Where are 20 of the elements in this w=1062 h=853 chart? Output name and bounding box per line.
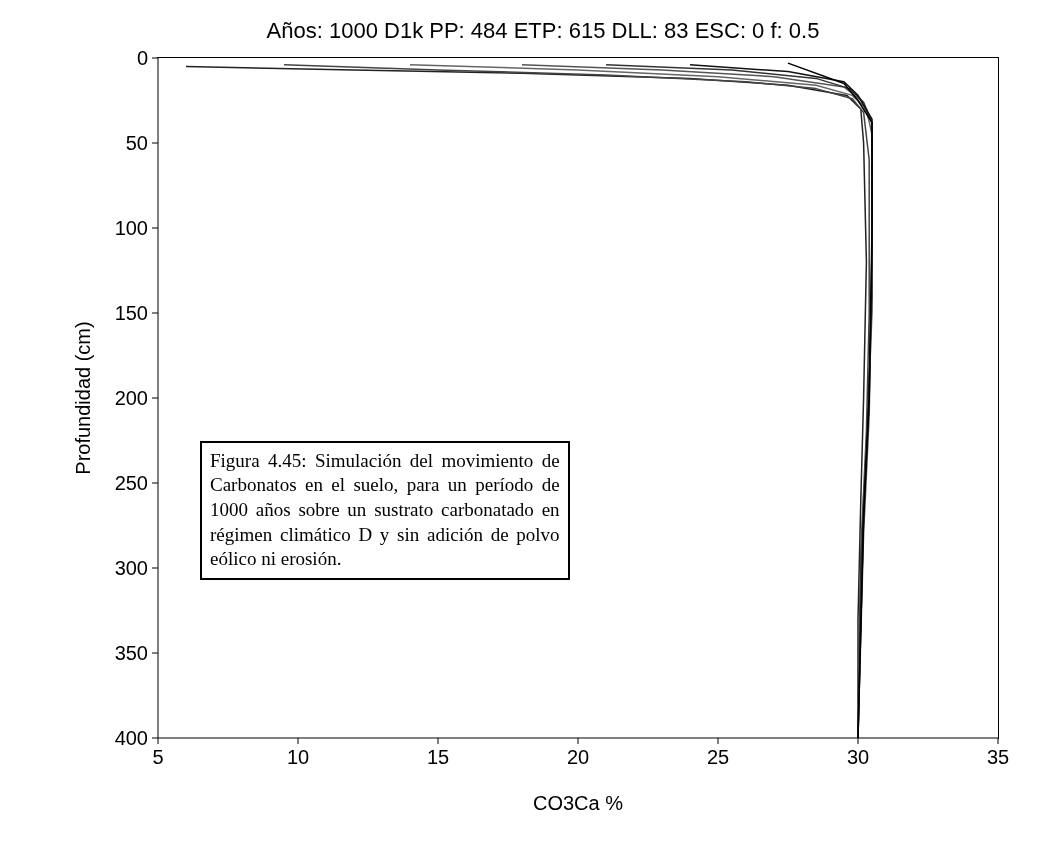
x-tick-label: 5	[152, 746, 164, 769]
x-tick-label: 15	[426, 746, 450, 769]
x-tick-label: 35	[986, 746, 1010, 769]
y-tick-label: 350	[114, 642, 148, 665]
y-tick-label: 400	[114, 727, 148, 750]
chart-title: Años: 1000 D1k PP: 484 ETP: 615 DLL: 83 ESC: 0 f: 0.5	[265, 18, 821, 44]
x-tick-label: 30	[846, 746, 870, 769]
annotation: Figura 4.45: Simulación del movimiento de Carbonatos en el suelo, para un período de 1000 años sobre un sustrato carbonatado en régimen climático D y sin adición de polvo eólico ni erosión.	[210, 448, 560, 572]
y-tick-label: 300	[114, 557, 148, 580]
y-tick-label: 200	[114, 387, 148, 410]
x-tick-label: 25	[706, 746, 730, 769]
x-tick-label: 20	[566, 746, 590, 769]
y-axis-title: Profundidad (cm)	[72, 321, 95, 475]
y-tick-label: 100	[114, 217, 148, 240]
y-tick-label: 250	[114, 472, 148, 495]
x-axis-title: CO3Ca %	[532, 792, 624, 814]
y-tick-label: 50	[125, 132, 148, 155]
y-tick-label: 0	[136, 47, 148, 70]
y-tick-label: 150	[114, 302, 148, 325]
x-tick-label: 10	[286, 746, 310, 769]
